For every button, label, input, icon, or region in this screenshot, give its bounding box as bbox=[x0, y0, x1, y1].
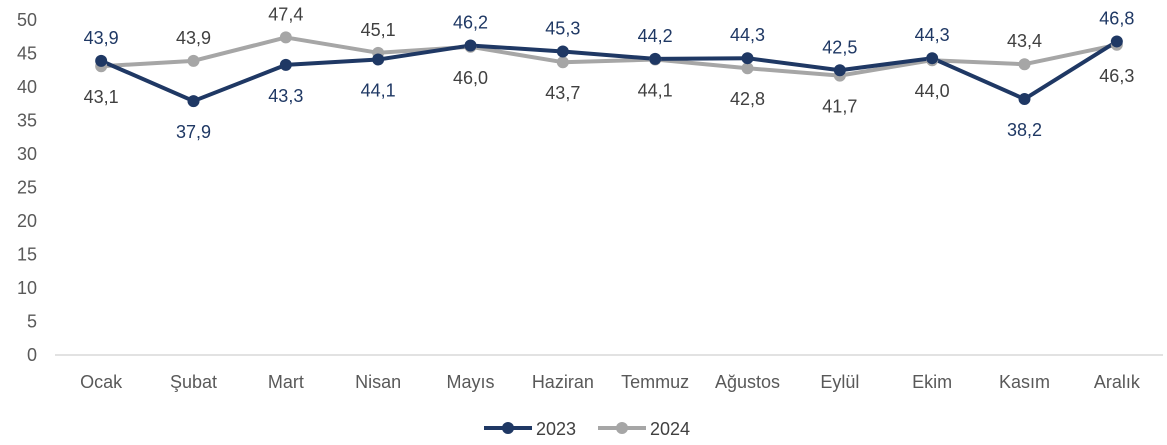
data-point-2023 bbox=[372, 53, 385, 66]
data-point-2024 bbox=[187, 54, 200, 67]
data-label-2024: 46,0 bbox=[453, 68, 488, 88]
x-tick-label: Temmuz bbox=[621, 372, 689, 392]
data-label-2024: 43,9 bbox=[176, 28, 211, 48]
data-label-2024: 46,3 bbox=[1099, 66, 1134, 86]
data-label-2023: 44,3 bbox=[915, 25, 950, 45]
data-label-2023: 44,1 bbox=[361, 81, 396, 101]
data-label-2023: 44,2 bbox=[638, 26, 673, 46]
y-axis: 0 5 10 15 20 25 30 35 40 45 50 bbox=[17, 10, 37, 365]
data-point-2023 bbox=[741, 52, 754, 65]
data-label-2023: 43,9 bbox=[84, 28, 119, 48]
x-tick-label: Ekim bbox=[912, 372, 952, 392]
data-label-2024: 47,4 bbox=[268, 4, 303, 24]
legend-label-2024: 2024 bbox=[650, 419, 690, 439]
data-label-2023: 44,3 bbox=[730, 25, 765, 45]
data-label-2024: 43,7 bbox=[545, 83, 580, 103]
data-point-2024 bbox=[279, 31, 292, 44]
data-point-2023 bbox=[279, 58, 292, 71]
data-point-2024 bbox=[556, 56, 569, 69]
data-point-2023 bbox=[833, 64, 846, 77]
data-label-2024: 43,1 bbox=[84, 87, 119, 107]
data-point-2023 bbox=[95, 54, 108, 67]
data-point-2024 bbox=[1018, 58, 1031, 71]
data-label-2024: 43,4 bbox=[1007, 31, 1042, 51]
data-point-2023 bbox=[187, 95, 200, 108]
data-label-2023: 46,8 bbox=[1099, 8, 1134, 28]
y-tick-label: 45 bbox=[17, 44, 37, 64]
x-tick-label: Ağustos bbox=[715, 372, 780, 392]
series-line-2023 bbox=[99, 39, 1119, 104]
series-points bbox=[95, 31, 1123, 108]
data-label-2024: 42,8 bbox=[730, 89, 765, 109]
x-tick-label: Ocak bbox=[80, 372, 123, 392]
data-label-2024: 44,0 bbox=[915, 81, 950, 101]
y-tick-label: 20 bbox=[17, 211, 37, 231]
legend-marker-2024 bbox=[616, 422, 628, 434]
y-tick-label: 30 bbox=[17, 144, 37, 164]
data-label-2023: 45,3 bbox=[545, 18, 580, 38]
y-tick-label: 5 bbox=[27, 312, 37, 332]
y-tick-label: 15 bbox=[17, 245, 37, 265]
x-tick-label: Mayıs bbox=[446, 372, 494, 392]
x-tick-label: Haziran bbox=[532, 372, 594, 392]
data-label-2024: 44,1 bbox=[638, 81, 673, 101]
x-axis: Ocak Şubat Mart Nisan Mayıs Haziran Temmuz Ağus… bbox=[80, 372, 1141, 392]
data-point-2023 bbox=[1018, 93, 1031, 106]
x-tick-label: Nisan bbox=[355, 372, 401, 392]
data-point-2023 bbox=[649, 52, 662, 65]
data-point-2024 bbox=[741, 62, 754, 75]
data-label-2023: 38,2 bbox=[1007, 120, 1042, 140]
data-point-2023 bbox=[926, 52, 939, 65]
y-tick-label: 0 bbox=[27, 345, 37, 365]
x-tick-label: Şubat bbox=[170, 372, 217, 392]
data-label-2023: 37,9 bbox=[176, 122, 211, 142]
x-tick-label: Kasım bbox=[999, 372, 1050, 392]
legend: 2023 2024 bbox=[484, 419, 690, 439]
y-tick-label: 10 bbox=[17, 278, 37, 298]
data-label-2023: 46,2 bbox=[453, 12, 488, 32]
data-label-2024: 41,7 bbox=[822, 97, 857, 117]
data-label-2023: 42,5 bbox=[822, 37, 857, 57]
x-tick-label: Aralık bbox=[1094, 372, 1141, 392]
legend-marker-2023 bbox=[502, 422, 514, 434]
data-point-2023 bbox=[556, 45, 569, 58]
legend-label-2023: 2023 bbox=[536, 419, 576, 439]
y-tick-label: 35 bbox=[17, 111, 37, 131]
data-point-2023 bbox=[1110, 35, 1123, 48]
series-line-2024 bbox=[99, 35, 1119, 78]
x-tick-label: Eylül bbox=[820, 372, 859, 392]
y-tick-label: 25 bbox=[17, 178, 37, 198]
data-labels: 43,9 43,1 37,9 43,9 43,3 47,4 44,1 45,1 46,2 46,0… bbox=[84, 4, 1135, 142]
y-tick-label: 40 bbox=[17, 77, 37, 97]
x-tick-label: Mart bbox=[268, 372, 304, 392]
y-tick-label: 50 bbox=[17, 10, 37, 30]
data-point-2023 bbox=[464, 39, 477, 52]
series-lines bbox=[99, 35, 1119, 104]
data-label-2024: 45,1 bbox=[361, 20, 396, 40]
data-label-2023: 43,3 bbox=[268, 86, 303, 106]
